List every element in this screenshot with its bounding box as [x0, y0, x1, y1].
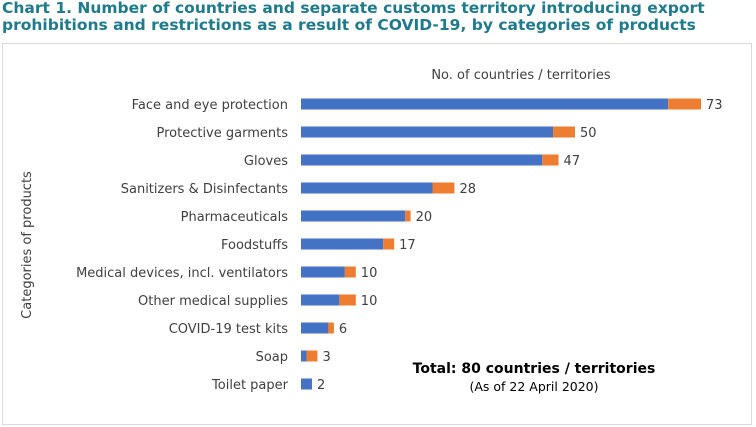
data-label: 10	[361, 294, 378, 309]
bar-segment-blue	[301, 266, 345, 278]
data-label: 73	[706, 98, 723, 113]
bar-segment-orange	[668, 98, 702, 110]
chart-title-line-2: prohibitions and restrictions as a resul…	[2, 16, 696, 34]
category-label: Other medical supplies	[138, 294, 288, 309]
data-label: 47	[564, 154, 581, 169]
bar-segment-blue	[301, 210, 406, 222]
category-label: Soap	[256, 350, 288, 365]
bar-segment-orange	[432, 182, 455, 194]
data-label: 2	[317, 378, 325, 393]
bar-segment-blue	[301, 238, 384, 250]
category-label: Medical devices, incl. ventilators	[76, 266, 288, 281]
bars-group: Face and eye protection 73 Protective garm…	[76, 98, 723, 393]
chart-frame	[2, 43, 752, 425]
bar-segment-orange	[542, 154, 559, 166]
bar-segment-blue	[301, 182, 433, 194]
chart-title-line-1: Chart 1. Number of countries and separat…	[2, 0, 705, 17]
bar-segment-blue	[301, 350, 307, 362]
category-label: Face and eye protection	[132, 98, 288, 113]
annotation-total: Total: 80 countries / territories	[413, 361, 656, 377]
annotation-date: (As of 22 April 2020)	[469, 379, 598, 394]
category-label: Toilet paper	[211, 378, 289, 393]
data-label: 6	[339, 322, 347, 337]
bar-segment-orange	[405, 210, 411, 222]
bar-segment-orange	[553, 126, 575, 138]
data-label: 17	[399, 238, 416, 253]
category-label: Foodstuffs	[221, 238, 288, 253]
category-label: Sanitizers & Disinfectants	[121, 182, 288, 197]
data-label: 50	[580, 126, 597, 141]
bar-segment-blue	[301, 378, 312, 390]
bar-segment-orange	[339, 294, 356, 306]
chart-title: Chart 1. Number of countries and separat…	[2, 0, 752, 34]
bar-segment-blue	[301, 322, 329, 334]
bar-segment-blue	[301, 126, 554, 138]
data-label: 3	[322, 350, 330, 365]
bar-segment-orange	[306, 350, 318, 362]
category-label: Pharmaceuticals	[181, 210, 289, 225]
bar-segment-orange	[344, 266, 356, 278]
category-label: COVID-19 test kits	[169, 322, 289, 337]
y-axis-label: Categories of products	[20, 171, 35, 319]
bar-segment-blue	[301, 294, 340, 306]
data-label: 10	[361, 266, 378, 281]
bar-segment-orange	[383, 238, 395, 250]
data-label: 28	[459, 182, 476, 197]
data-label: 20	[416, 210, 433, 225]
x-axis-label: No. of countries / territories	[431, 68, 611, 83]
bar-segment-blue	[301, 154, 543, 166]
bar-segment-orange	[328, 322, 334, 334]
bar-segment-blue	[301, 98, 669, 110]
category-label: Gloves	[244, 154, 288, 169]
category-label: Protective garments	[156, 126, 288, 141]
